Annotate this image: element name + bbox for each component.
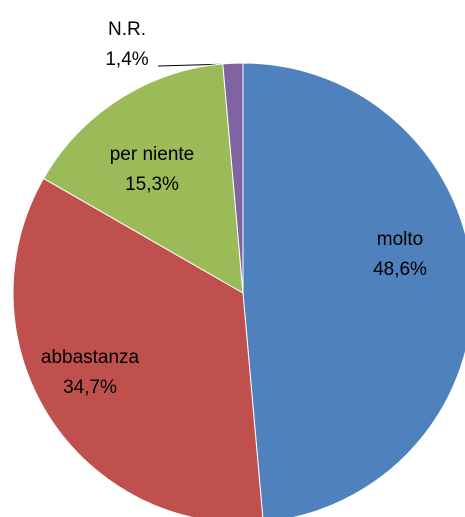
pie-slice [242,62,465,517]
slice-label: molto [377,229,423,250]
slice-value-label: 1,4% [105,49,148,70]
slice-label: abbastanza [41,347,140,368]
slice-value-label: 48,6% [373,259,427,280]
pie-slice [12,177,264,517]
pie-slice [42,63,244,294]
slice-label: per niente [110,144,195,165]
slice-value-label: 15,3% [125,174,179,195]
pie-slice [222,62,244,294]
slice-value-label: 34,7% [63,377,117,398]
slice-label: N.R. [108,19,146,40]
